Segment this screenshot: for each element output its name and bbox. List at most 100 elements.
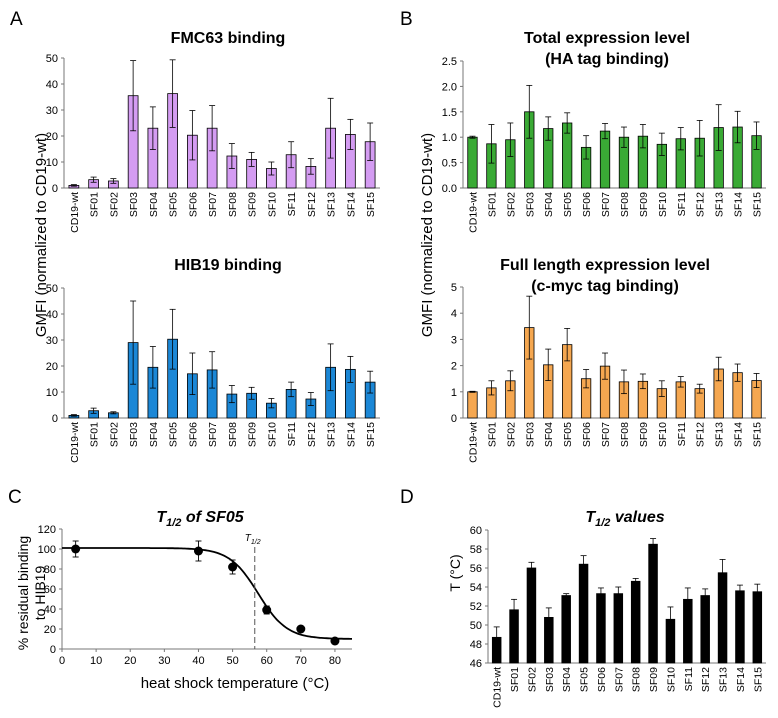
- shared-ylabel-a: GMFI (normalized to CD19-wt): [33, 133, 50, 337]
- fmc63-category-label: SF03: [128, 192, 140, 217]
- ha-ytick-label: 1.5: [442, 107, 457, 119]
- ha-category-label: SF12: [695, 192, 707, 217]
- ha-category-label: SF01: [486, 192, 498, 217]
- fmc63-category-label: SF13: [326, 192, 338, 217]
- ha-subtitle: (HA tag binding): [545, 51, 669, 68]
- hib19-ytick-label: 50: [46, 283, 58, 295]
- thalf-category-label: SF05: [579, 667, 591, 692]
- thalf-ytick-label: 58: [470, 544, 482, 556]
- hib19-title: HIB19 binding: [174, 257, 282, 274]
- t12-data-point: [330, 636, 340, 646]
- fmc63-category-label: SF09: [247, 192, 259, 217]
- thalf-category-label: SF07: [613, 667, 625, 692]
- thalf-category-label: SF12: [700, 667, 712, 692]
- fmc63-category-label: SF08: [227, 192, 239, 217]
- thalf-bar: [596, 593, 606, 664]
- hib19-ytick-label: 40: [46, 309, 58, 321]
- t12-xlabel: heat shock temperature (°C): [141, 675, 330, 692]
- ha-ytick-label: 1.0: [442, 132, 457, 144]
- ha-category-label: SF04: [543, 192, 555, 217]
- hib19-category-label: SF10: [266, 422, 278, 447]
- cmyc-category-label: SF01: [486, 422, 498, 447]
- fmc63-category-label: SF12: [306, 192, 318, 217]
- t12-data-point: [71, 544, 81, 554]
- fmc63-ytick-label: 20: [46, 131, 58, 143]
- hib19-ytick-label: 0: [52, 413, 58, 425]
- hib19-category-label: SF06: [187, 422, 199, 447]
- thalf-category-label: SF09: [648, 667, 660, 692]
- fmc63-category-label: SF14: [345, 192, 357, 217]
- t12-fit-curve: [62, 547, 352, 640]
- cmyc-category-label: SF05: [562, 422, 574, 447]
- cmyc-category-label: SF09: [638, 422, 650, 447]
- t12-ylabel-line1: % residual binding: [15, 536, 31, 650]
- ha-category-label: SF14: [733, 192, 745, 217]
- t12-ytick-label: 20: [44, 624, 56, 636]
- fmc63-category-label: CD19-wt: [69, 192, 81, 233]
- fmc63-ytick-label: 30: [46, 105, 58, 117]
- ha-ytick-label: 0.5: [442, 158, 457, 170]
- t12-xtick-label: 60: [261, 655, 273, 667]
- thalf-ytick-label: 56: [470, 563, 482, 575]
- cmyc-category-label: SF07: [600, 422, 612, 447]
- cmyc-category-label: SF11: [676, 422, 688, 446]
- cmyc-title: Full length expression level: [500, 257, 710, 274]
- t12-data-point: [262, 605, 272, 615]
- thalf-category-label: SF01: [509, 667, 521, 692]
- hib19-category-label: SF05: [168, 422, 180, 447]
- hib19-category-label: SF07: [207, 422, 219, 447]
- hib19-category-label: SF09: [247, 422, 259, 447]
- ha-category-label: SF06: [581, 192, 593, 217]
- t12-ytick-label: 0: [50, 644, 56, 656]
- cmyc-category-label: SF10: [657, 422, 669, 447]
- hib19-category-label: SF14: [345, 422, 357, 447]
- fmc63-category-label: SF10: [266, 192, 278, 217]
- t12-xtick-label: 20: [124, 655, 136, 667]
- ha-category-label: CD19-wt: [467, 192, 479, 233]
- fmc63-category-label: SF02: [108, 192, 120, 217]
- cmyc-category-label: SF08: [619, 422, 631, 447]
- thalf-category-label: CD19-wt: [492, 667, 504, 708]
- ha-category-label: SF08: [619, 192, 631, 217]
- fmc63-category-label: SF04: [148, 192, 160, 217]
- thalf-ytick-label: 60: [470, 525, 482, 537]
- thalf-ytick-label: 48: [470, 639, 482, 651]
- hib19-ytick-label: 20: [46, 361, 58, 373]
- cmyc-ytick-label: 2: [451, 361, 457, 373]
- thalf-category-label: SF11: [683, 667, 695, 691]
- thalf-bar: [630, 580, 641, 664]
- thalf-ytick-label: 52: [470, 601, 482, 613]
- fmc63-ytick-label: 40: [46, 79, 58, 91]
- t12-xtick-label: 50: [226, 655, 238, 667]
- ha-category-label: SF05: [562, 192, 574, 217]
- ha-category-label: SF10: [657, 192, 669, 217]
- fmc63-title: FMC63 binding: [171, 30, 286, 47]
- t12-ylabel-line2: to HIB19: [32, 566, 48, 621]
- cmyc-ytick-label: 5: [451, 282, 457, 294]
- fmc63-category-label: SF01: [89, 192, 101, 217]
- t12-xtick-label: 10: [90, 655, 102, 667]
- hib19-category-label: SF04: [148, 422, 160, 447]
- hib19-category-label: SF08: [227, 422, 239, 447]
- t12-xtick-label: 30: [158, 655, 170, 667]
- ha-category-label: SF13: [714, 192, 726, 217]
- hib19-ytick-label: 30: [46, 335, 58, 347]
- ha-category-label: SF07: [600, 192, 612, 217]
- t12-ytick-label: 80: [44, 564, 56, 576]
- cmyc-ytick-label: 3: [451, 334, 457, 346]
- fmc63-ytick-label: 50: [46, 53, 58, 65]
- ha-ytick-label: 0.0: [442, 183, 457, 195]
- ha-category-label: SF15: [752, 192, 764, 217]
- cmyc-category-label: SF15: [752, 422, 764, 447]
- t12-ytick-label: 40: [44, 604, 56, 616]
- fmc63-ytick-label: 0: [52, 183, 58, 195]
- ha-category-label: SF09: [638, 192, 650, 217]
- cmyc-ytick-label: 4: [451, 308, 457, 320]
- thalf-category-label: SF06: [596, 667, 608, 692]
- hib19-category-label: CD19-wt: [69, 422, 81, 463]
- ha-ytick-label: 2.5: [442, 56, 457, 68]
- thalf-category-label: SF02: [526, 667, 538, 692]
- cmyc-category-label: SF02: [505, 422, 517, 447]
- fmc63-ytick-label: 10: [46, 157, 58, 169]
